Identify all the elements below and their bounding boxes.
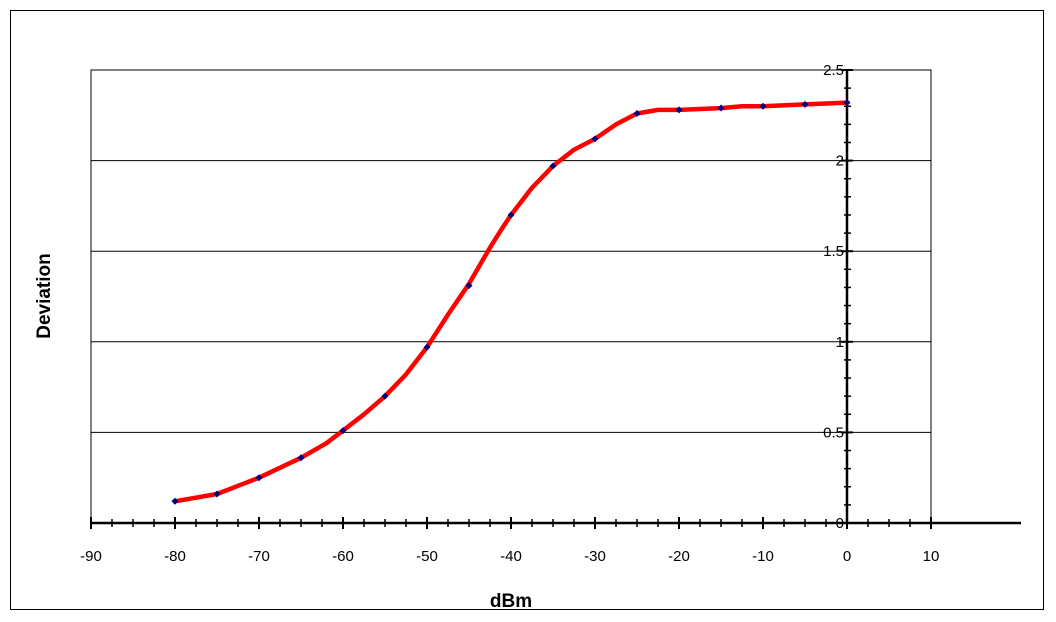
gridlines [91, 69, 931, 433]
x-tick-label: -20 [668, 548, 690, 565]
series-line [172, 100, 850, 504]
data-point [255, 474, 263, 482]
x-tick-label: -10 [752, 548, 774, 565]
x-tick-label: 10 [923, 548, 940, 565]
data-point [843, 99, 851, 107]
y-axis-title: Deviation [34, 253, 55, 339]
data-point [759, 102, 767, 110]
y-tick-label: 2.5 [823, 62, 844, 79]
data-point [171, 497, 179, 505]
series-layer [172, 100, 850, 504]
plot-area [90, 69, 932, 524]
y-tick-label: 1 [836, 334, 844, 351]
tick-marks [90, 69, 932, 529]
data-point [423, 343, 431, 351]
data-point [717, 104, 725, 112]
data-point [633, 109, 641, 117]
x-tick-label: -40 [500, 548, 522, 565]
data-point [549, 162, 557, 170]
data-point [465, 282, 473, 290]
x-tick-label: -30 [584, 548, 606, 565]
x-tick-label: 0 [843, 548, 851, 565]
x-tick-label: -50 [416, 548, 438, 565]
y-tick-labels: 0 0.5 1 1.5 2 2.5 [823, 62, 844, 532]
y-tick-label: 0 [836, 515, 844, 532]
data-point [213, 490, 221, 498]
y-tick-label: 1.5 [823, 243, 844, 260]
x-tick-label: -80 [164, 548, 186, 565]
x-tick-labels: -90 -80 -70 -60 -50 -40 -30 -20 -10 0 10 [80, 548, 939, 565]
x-tick-label: -90 [80, 548, 102, 565]
data-point [381, 392, 389, 400]
data-point [507, 211, 515, 219]
data-point [591, 135, 599, 143]
y-tick-label: 0.5 [823, 424, 844, 441]
markers [171, 99, 851, 505]
data-point [675, 106, 683, 114]
axes [91, 70, 1021, 525]
data-point [801, 100, 809, 108]
y-tick-label: 2 [836, 153, 844, 170]
data-point [339, 427, 347, 435]
x-axis-title: dBm [490, 591, 532, 612]
data-point [297, 454, 305, 462]
x-tick-label: -70 [248, 548, 270, 565]
x-tick-label: -60 [332, 548, 354, 565]
